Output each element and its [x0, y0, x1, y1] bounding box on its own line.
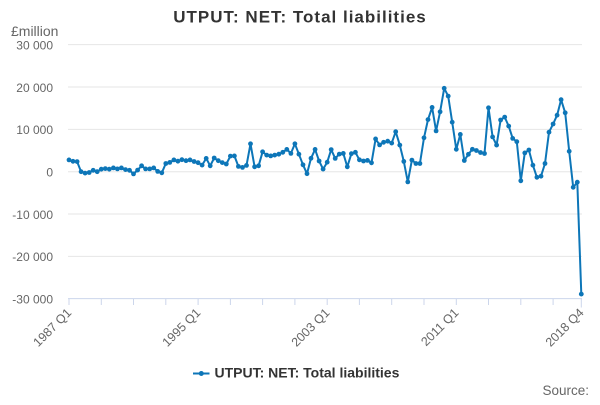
- svg-text:UTPUT: NET: Total liabilities: UTPUT: NET: Total liabilities: [173, 8, 426, 27]
- svg-text:-30 000: -30 000: [12, 293, 53, 307]
- svg-text:30 000: 30 000: [16, 39, 53, 53]
- svg-text:20 000: 20 000: [16, 81, 53, 95]
- svg-text:Source:: Source:: [542, 383, 589, 398]
- svg-text:UTPUT: NET: Total liabilities: UTPUT: NET: Total liabilities: [215, 365, 400, 381]
- svg-text:-10 000: -10 000: [12, 208, 53, 222]
- svg-text:0: 0: [46, 166, 53, 180]
- svg-text:-20 000: -20 000: [12, 250, 53, 264]
- svg-text:£million: £million: [11, 23, 58, 39]
- svg-text:10 000: 10 000: [16, 123, 53, 137]
